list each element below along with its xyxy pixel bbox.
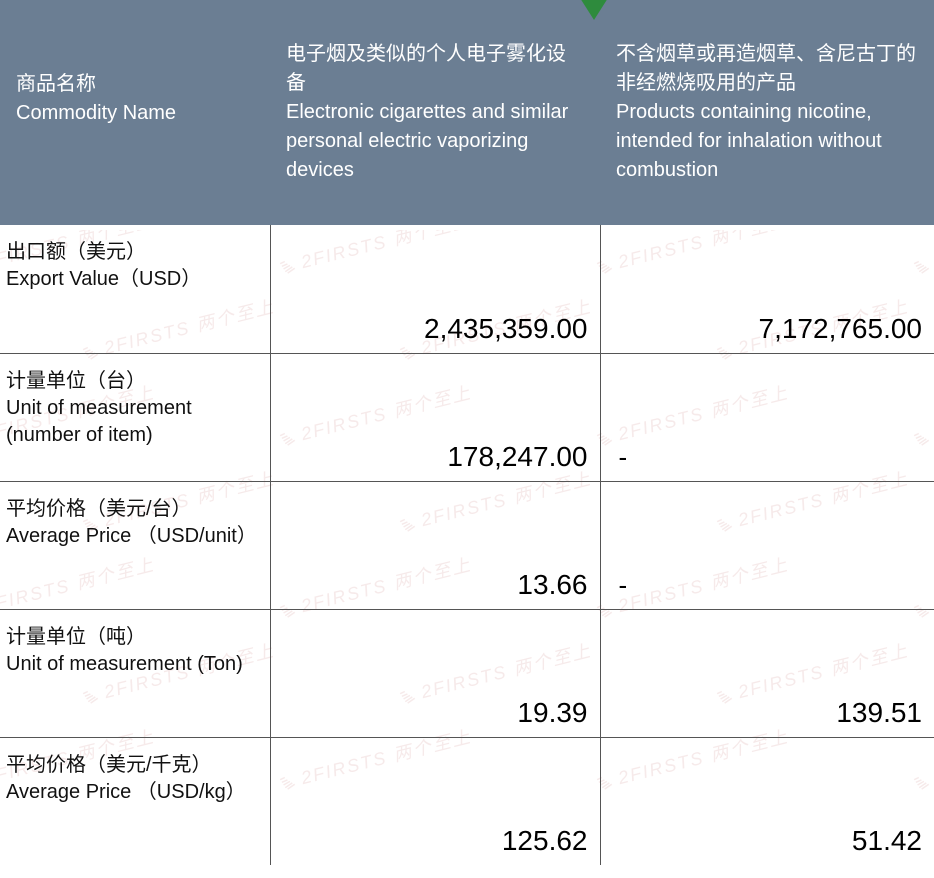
- table-row: 平均价格（美元/台）Average Price （USD/unit）13.66-: [0, 481, 934, 609]
- row-value-col2: 178,247.00: [270, 353, 600, 481]
- row-value-col2: 125.62: [270, 737, 600, 865]
- table-row: 出口额（美元） Export Value（USD）2,435,359.007,1…: [0, 225, 934, 353]
- row-label: 出口额（美元） Export Value（USD）: [0, 225, 270, 353]
- row-label-cn: 计量单位（吨）: [6, 624, 258, 651]
- header-nicotine-products: 不含烟草或再造烟草、含尼古丁的非经燃烧吸用的产品 Products contai…: [600, 0, 934, 225]
- row-label-en: Export Value（USD）: [6, 266, 258, 293]
- row-label-en: Unit of measurement (number of item): [6, 395, 258, 449]
- row-label: 平均价格（美元/台）Average Price （USD/unit）: [0, 481, 270, 609]
- header-col2-en: Electronic cigarettes and similar person…: [286, 98, 584, 185]
- row-label-cn: 平均价格（美元/台）: [6, 496, 258, 523]
- header-ecig-devices: 电子烟及类似的个人电子雾化设备 Electronic cigarettes an…: [270, 0, 600, 225]
- row-value-col3: 7,172,765.00: [600, 225, 934, 353]
- table-header-row: 商品名称 Commodity Name 电子烟及类似的个人电子雾化设备 Elec…: [0, 0, 934, 225]
- row-value-col3: 139.51: [600, 609, 934, 737]
- header-commodity-name: 商品名称 Commodity Name: [0, 0, 270, 225]
- header-col1-en: Commodity Name: [16, 99, 254, 128]
- row-label-en: Average Price （USD/unit）: [6, 523, 258, 550]
- table-row: 计量单位（台）Unit of measurement (number of it…: [0, 353, 934, 481]
- row-value-col2: 2,435,359.00: [270, 225, 600, 353]
- header-col1-cn: 商品名称: [16, 70, 254, 99]
- row-label-cn: 出口额（美元）: [6, 239, 258, 266]
- row-value-col3: 51.42: [600, 737, 934, 865]
- table-row: 计量单位（吨）Unit of measurement (Ton)19.39139…: [0, 609, 934, 737]
- header-col3-cn: 不含烟草或再造烟草、含尼古丁的非经燃烧吸用的产品: [616, 40, 918, 98]
- row-value-col2: 13.66: [270, 481, 600, 609]
- row-label: 平均价格（美元/千克）Average Price （USD/kg）: [0, 737, 270, 865]
- commodity-export-table: 商品名称 Commodity Name 电子烟及类似的个人电子雾化设备 Elec…: [0, 0, 934, 865]
- row-value-col2: 19.39: [270, 609, 600, 737]
- table-body: 出口额（美元） Export Value（USD）2,435,359.007,1…: [0, 225, 934, 865]
- row-label: 计量单位（吨）Unit of measurement (Ton): [0, 609, 270, 737]
- row-label: 计量单位（台）Unit of measurement (number of it…: [0, 353, 270, 481]
- table-row: 平均价格（美元/千克）Average Price （USD/kg）125.625…: [0, 737, 934, 865]
- header-col3-en: Products containing nicotine, intended f…: [616, 98, 918, 185]
- row-label-en: Unit of measurement (Ton): [6, 651, 258, 678]
- header-col2-cn: 电子烟及类似的个人电子雾化设备: [286, 40, 584, 98]
- row-label-cn: 计量单位（台）: [6, 368, 258, 395]
- row-value-col3: -: [600, 353, 934, 481]
- row-value-col3: -: [600, 481, 934, 609]
- dropdown-triangle-icon: [580, 0, 608, 20]
- row-label-cn: 平均价格（美元/千克）: [6, 752, 258, 779]
- row-label-en: Average Price （USD/kg）: [6, 779, 258, 806]
